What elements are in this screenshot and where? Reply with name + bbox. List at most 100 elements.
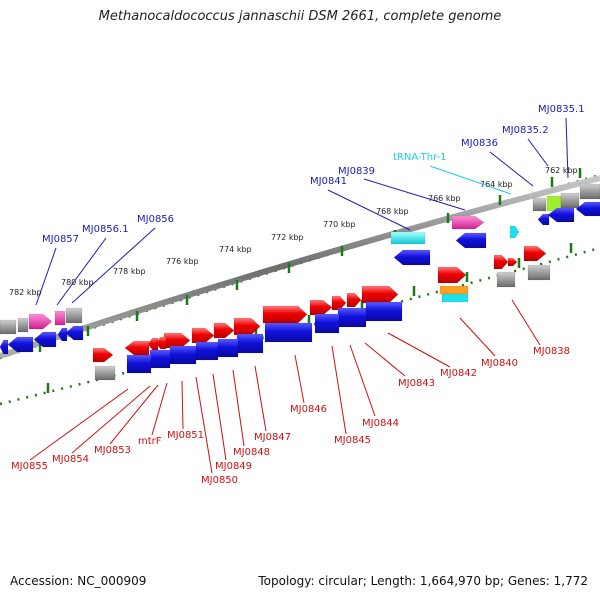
gene-label: MJ0854 [52,454,89,465]
scale-label: 772 kbp [271,233,304,242]
gene-label: MJ0838 [533,346,570,357]
reverse-gene [33,331,57,348]
reverse-gene [264,322,313,343]
reverse-gene [393,249,431,266]
gene-box [54,310,66,326]
label-leader [181,380,184,430]
topology-label: Topology: circular; Length: 1,664,970 bp… [258,574,588,588]
label-leader [459,317,496,357]
scale-label: 768 kbp [376,207,409,216]
scale-label: 770 kbp [323,220,356,229]
reverse-gene [126,354,152,374]
gene-box [28,313,53,330]
label-leader [511,299,541,346]
gene-labels: MJ0835.1MJ0835.2MJ0836tRNA-Thr-1MJ0839MJ… [11,104,585,486]
gene-label: MJ0836 [461,138,498,149]
label-leader [489,151,534,187]
label-leader [29,388,129,461]
gene-box [439,285,469,295]
scale-label: 774 kbp [219,245,252,254]
reverse-gene [57,327,68,342]
label-leader [195,376,213,474]
scale-label: 780 kbp [61,278,94,287]
label-leader [109,384,159,445]
forward-gene [147,337,159,351]
reverse-gene [169,345,197,365]
label-leader [327,189,411,231]
gene-label: MJ0856 [137,214,174,225]
forward-gene [309,299,333,316]
forward-gene [493,254,509,270]
scale-label: 766 kbp [428,194,461,203]
reverse-gene [337,307,367,328]
label-leader [387,332,451,368]
forward-gene [361,285,399,304]
gene-label: MJ0847 [254,432,291,443]
label-leader [254,365,267,432]
scale-label: 778 kbp [113,267,146,276]
gene-label: tRNA-Thr-1 [393,152,447,163]
scale-label: 764 kbp [480,180,513,189]
genome-backbone [0,175,600,359]
gene-box [441,293,469,303]
reverse-gene [65,325,84,341]
gene-box [579,183,600,200]
forward-gene [346,292,362,308]
gene-box [560,192,580,209]
label-leader [151,382,168,436]
reverse-gene [537,213,550,226]
genome-title: Methanocaldococcus jannaschii DSM 2661, … [98,9,502,24]
gene-label: MJ0835.1 [538,104,585,115]
label-leader [35,247,57,306]
gene-box [527,264,551,281]
gene-box [390,231,426,245]
reverse-gene [365,301,403,322]
trna-feature [509,225,520,239]
label-leader [565,117,569,179]
forward-gene [331,295,347,311]
forward-gene [233,317,261,336]
label-leader [364,342,406,377]
reverse-gene [455,232,487,249]
label-leader [331,345,347,435]
scale-label: 782 kbp [9,288,42,297]
gene-label: MJ0856.1 [82,224,129,235]
gene-label: MJ0851 [167,430,204,441]
forward-gene [523,245,547,262]
gene-label: MJ0840 [481,358,518,369]
gene-label: MJ0842 [440,368,477,379]
forward-gene [124,340,150,356]
scale-label: 762 kbp [545,166,578,175]
gene-box [0,319,17,335]
label-leader [71,385,151,454]
label-leader [429,165,512,195]
label-leader [232,369,245,447]
label-leader [71,227,156,304]
label-leader [212,373,227,461]
gene-label: MJ0853 [94,445,131,456]
forward-gene [213,322,235,339]
gene-label: MJ0850 [201,475,238,486]
reverse-gene [314,313,340,334]
gene-box [94,365,116,381]
forward-gene [191,327,215,344]
reverse-gene [236,333,264,354]
gene-features [0,183,600,381]
reverse-gene [7,336,34,353]
gene-box [496,271,516,288]
gene-label: MJ0857 [42,234,79,245]
label-leaders [29,117,569,474]
label-leader [349,344,376,417]
gene-box [17,317,29,333]
accession-label: Accession: NC_000909 [10,574,147,588]
gene-label: mtrF [138,436,162,447]
reverse-gene [217,338,239,358]
gene-box [451,215,485,230]
scale-labels: 762 kbp 764 kbp 766 kbp 768 kbp 770 kbp 772 k… [9,166,578,297]
label-leader [294,354,305,404]
reverse-gene [149,349,171,369]
gene-label: MJ0844 [362,418,399,429]
reverse-gene [0,339,9,355]
